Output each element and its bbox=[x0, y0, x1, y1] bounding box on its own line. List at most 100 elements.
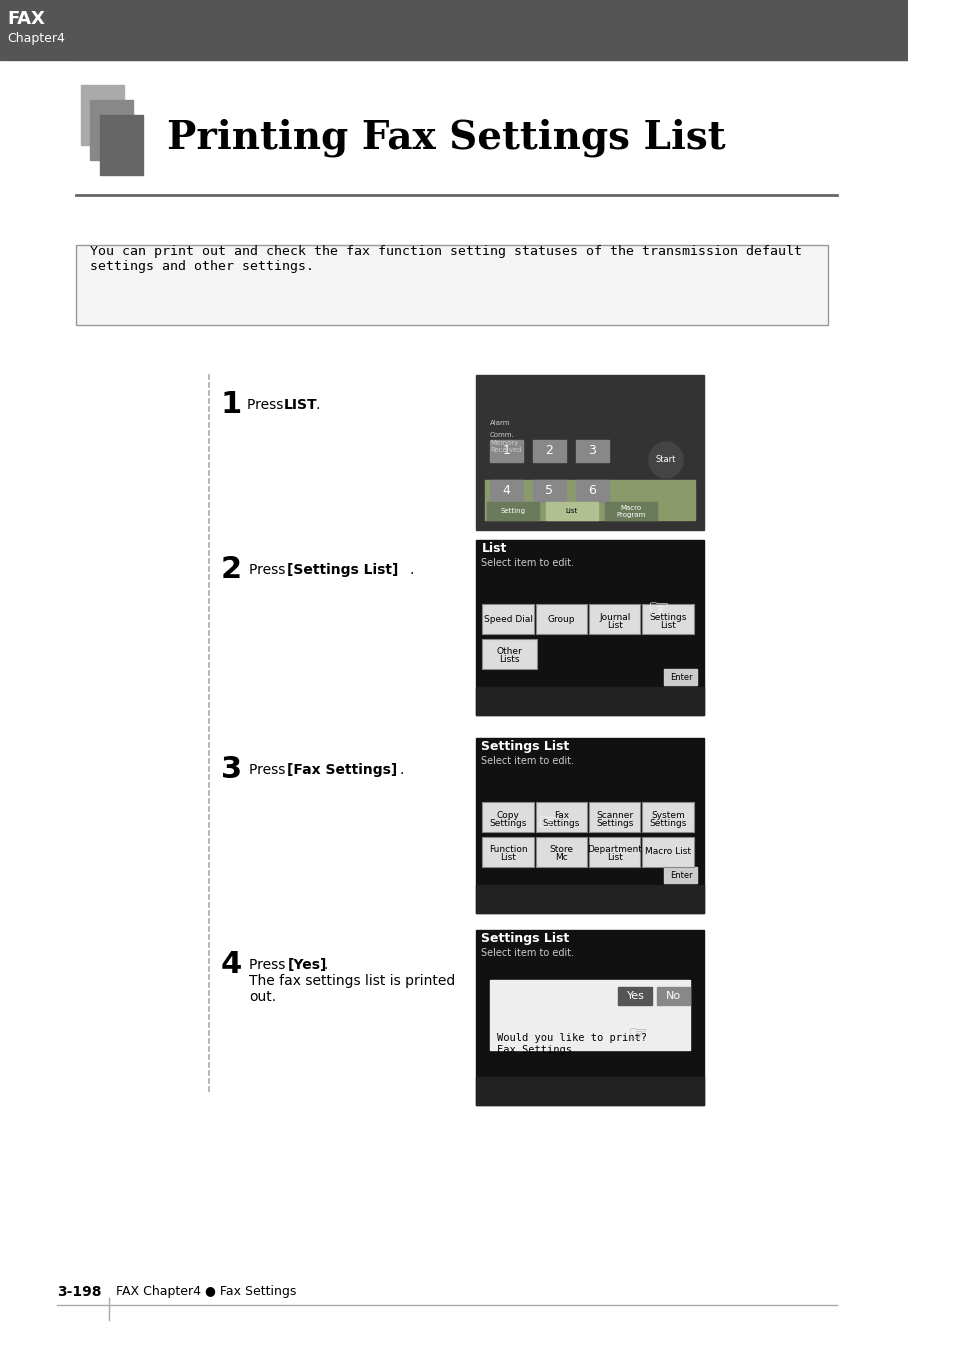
FancyBboxPatch shape bbox=[588, 603, 639, 634]
Text: Other: Other bbox=[497, 648, 522, 656]
Bar bbox=[476, 930, 703, 1106]
FancyBboxPatch shape bbox=[588, 837, 639, 867]
FancyBboxPatch shape bbox=[641, 837, 693, 867]
Text: [Fax Settings]: [Fax Settings] bbox=[287, 763, 397, 778]
FancyBboxPatch shape bbox=[482, 802, 534, 832]
Text: Fax: Fax bbox=[554, 810, 568, 819]
Text: 3: 3 bbox=[220, 755, 242, 784]
Text: Press: Press bbox=[249, 563, 290, 576]
Text: Printing Fax Settings List: Printing Fax Settings List bbox=[167, 119, 724, 157]
Text: Press: Press bbox=[247, 398, 288, 412]
Text: Start: Start bbox=[655, 455, 676, 464]
FancyBboxPatch shape bbox=[588, 802, 639, 832]
Text: Select item to edit.: Select item to edit. bbox=[481, 756, 574, 765]
Text: Enter: Enter bbox=[669, 871, 692, 879]
Text: Settings: Settings bbox=[542, 818, 579, 828]
Text: .: . bbox=[323, 958, 328, 972]
Bar bbox=[656, 987, 689, 1004]
Text: Settings: Settings bbox=[649, 818, 686, 828]
Text: Journal: Journal bbox=[598, 613, 630, 621]
Text: Chapter4: Chapter4 bbox=[8, 32, 66, 45]
FancyBboxPatch shape bbox=[641, 802, 693, 832]
FancyBboxPatch shape bbox=[641, 603, 693, 634]
Text: 3: 3 bbox=[587, 444, 595, 458]
FancyBboxPatch shape bbox=[76, 244, 827, 325]
Bar bbox=[476, 687, 703, 716]
Text: Select item to edit.: Select item to edit. bbox=[481, 948, 574, 958]
Bar bbox=[604, 502, 657, 520]
Bar bbox=[490, 481, 523, 502]
Text: You can print out and check the fax function setting statuses of the transmissio: You can print out and check the fax func… bbox=[91, 244, 801, 273]
Text: List: List bbox=[499, 853, 516, 863]
Text: Copy: Copy bbox=[497, 810, 519, 819]
Text: Setting: Setting bbox=[499, 508, 525, 514]
Text: Settings: Settings bbox=[596, 818, 633, 828]
FancyBboxPatch shape bbox=[536, 603, 586, 634]
Text: 6: 6 bbox=[587, 485, 595, 498]
Bar bbox=[663, 670, 697, 684]
Text: Settings: Settings bbox=[649, 613, 686, 621]
Text: 1: 1 bbox=[501, 444, 510, 458]
Bar bbox=[533, 440, 565, 462]
Text: List: List bbox=[481, 541, 506, 555]
Text: ☞: ☞ bbox=[627, 1025, 647, 1045]
Text: LIST: LIST bbox=[283, 398, 316, 412]
FancyBboxPatch shape bbox=[482, 639, 537, 670]
Text: .: . bbox=[409, 563, 413, 576]
Text: Would you like to print?: Would you like to print? bbox=[497, 1033, 646, 1044]
Bar bbox=[487, 502, 539, 520]
Text: Settings: Settings bbox=[489, 818, 526, 828]
Text: Macro
Program: Macro Program bbox=[616, 505, 645, 517]
Bar bbox=[533, 481, 565, 502]
Bar bbox=[575, 440, 608, 462]
Text: Settings List: Settings List bbox=[481, 931, 569, 945]
FancyBboxPatch shape bbox=[536, 802, 586, 832]
Text: 5: 5 bbox=[544, 485, 553, 498]
Bar bbox=[485, 481, 694, 520]
Text: ☞: ☞ bbox=[647, 598, 670, 622]
Text: Scanner: Scanner bbox=[596, 810, 633, 819]
Text: Function: Function bbox=[488, 845, 527, 855]
Text: [Yes]: [Yes] bbox=[287, 958, 326, 972]
Text: Enter: Enter bbox=[669, 672, 692, 682]
Bar bbox=[91, 100, 133, 161]
Text: Fax Settings: Fax Settings bbox=[497, 1045, 571, 1054]
Text: Group: Group bbox=[547, 614, 575, 624]
Bar bbox=[575, 481, 608, 502]
Text: Select item to edit.: Select item to edit. bbox=[481, 558, 574, 568]
Text: FAX Chapter4 ● Fax Settings: FAX Chapter4 ● Fax Settings bbox=[116, 1285, 296, 1297]
Bar bbox=[476, 886, 703, 913]
Bar bbox=[545, 502, 598, 520]
Bar bbox=[476, 375, 703, 531]
Text: 2: 2 bbox=[544, 444, 553, 458]
Bar bbox=[476, 540, 703, 716]
Text: FAX: FAX bbox=[8, 9, 46, 28]
Text: 1: 1 bbox=[220, 390, 242, 418]
Text: Speed Dial: Speed Dial bbox=[483, 614, 532, 624]
Text: 2: 2 bbox=[220, 555, 242, 585]
Text: out.: out. bbox=[249, 990, 276, 1004]
Text: Press: Press bbox=[249, 958, 290, 972]
Text: Department: Department bbox=[587, 845, 641, 855]
Text: List: List bbox=[606, 853, 622, 863]
Text: Comm.: Comm. bbox=[490, 432, 515, 437]
FancyBboxPatch shape bbox=[482, 603, 534, 634]
Bar bbox=[476, 738, 703, 913]
FancyBboxPatch shape bbox=[482, 837, 534, 867]
Text: .: . bbox=[315, 398, 320, 412]
Bar bbox=[663, 867, 697, 883]
Text: 4: 4 bbox=[220, 950, 242, 979]
Text: Macro List: Macro List bbox=[644, 848, 690, 856]
Bar bbox=[100, 115, 143, 176]
Bar bbox=[476, 1077, 703, 1106]
Text: The fax settings list is printed: The fax settings list is printed bbox=[249, 973, 456, 988]
FancyBboxPatch shape bbox=[536, 837, 586, 867]
Text: [Settings List]: [Settings List] bbox=[287, 563, 398, 576]
Text: System: System bbox=[650, 810, 684, 819]
Text: 4: 4 bbox=[501, 485, 510, 498]
Bar bbox=[76, 0, 906, 59]
Bar bbox=[81, 85, 124, 144]
Text: Memory
Received: Memory Received bbox=[490, 440, 521, 454]
Text: List: List bbox=[659, 621, 675, 629]
Text: Lists: Lists bbox=[498, 656, 519, 664]
